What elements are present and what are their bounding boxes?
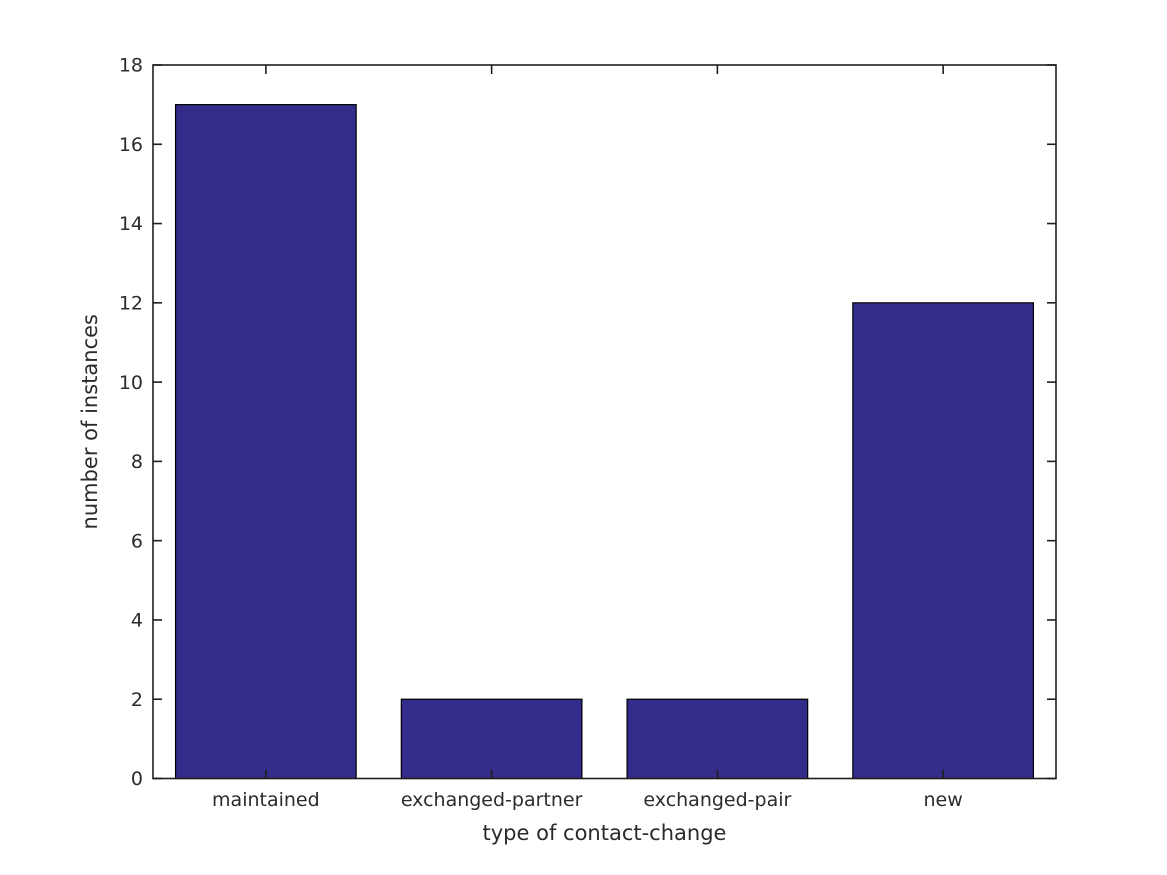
y-tick-label: 12 xyxy=(119,292,143,314)
bar-exchanged-partner xyxy=(400,698,583,780)
plot-border xyxy=(152,64,1057,780)
x-tick-label: new xyxy=(923,789,962,811)
y-tick-label: 4 xyxy=(131,610,143,632)
bar-new xyxy=(852,302,1035,780)
y-tick-label: 2 xyxy=(131,689,143,711)
bar-maintained xyxy=(174,104,357,780)
x-tick-label: exchanged-partner xyxy=(401,789,583,811)
y-tick-label: 0 xyxy=(131,768,143,790)
y-axis-label: number of instances xyxy=(78,314,102,529)
bar-exchanged-pair xyxy=(626,698,809,780)
y-tick-label: 8 xyxy=(131,451,143,473)
y-tick-label: 6 xyxy=(131,530,143,552)
x-tick-label: exchanged-pair xyxy=(643,789,791,811)
y-tick-label: 14 xyxy=(119,213,143,235)
x-tick-label: maintained xyxy=(212,789,320,811)
y-tick-label: 10 xyxy=(119,372,143,394)
y-tick-label: 16 xyxy=(119,134,143,156)
y-tick-label: 18 xyxy=(119,55,143,77)
x-axis-label: type of contact-change xyxy=(483,821,727,845)
